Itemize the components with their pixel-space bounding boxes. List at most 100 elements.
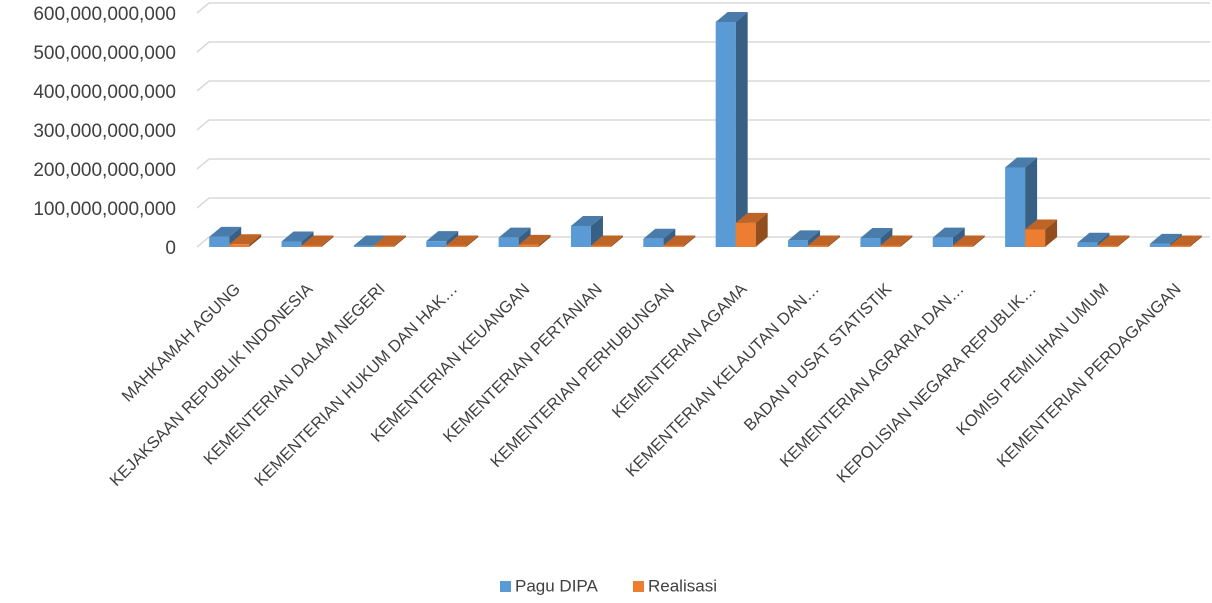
bar-realisasi — [880, 235, 913, 247]
bar-front — [1097, 245, 1118, 247]
bar-front — [570, 225, 591, 247]
bar-top — [1077, 232, 1110, 243]
bars — [209, 11, 1202, 247]
bar-top — [735, 212, 768, 223]
x-category-label: MAHKAMAH AGUNG — [118, 280, 244, 406]
bar-realisasi — [808, 235, 841, 247]
bar-side — [321, 235, 334, 247]
legend-label: Realisasi — [648, 577, 717, 596]
gridline — [196, 158, 1210, 170]
x-category-label: KEMENTERIAN AGAMA — [609, 280, 751, 422]
bar-side — [1045, 219, 1058, 247]
bar-front — [1005, 167, 1026, 247]
y-tick-label: 0 — [165, 238, 176, 259]
gridlines — [196, 2, 1210, 248]
y-tick-label: 400,000,000,000 — [33, 82, 176, 103]
bar-front — [715, 21, 736, 247]
bar-pagu-dipa — [643, 228, 676, 247]
bar-top — [663, 235, 696, 246]
bar-top — [570, 215, 603, 226]
bar-side — [900, 235, 913, 247]
bar-realisasi — [735, 212, 768, 247]
bar-side — [972, 235, 985, 247]
bar-side — [538, 234, 551, 247]
legend: Pagu DIPA Realisasi — [500, 577, 717, 596]
bar-top — [209, 226, 242, 237]
bar-realisasi — [952, 235, 985, 247]
gridline — [196, 197, 1210, 209]
bar-top — [1097, 235, 1130, 246]
bar-top — [426, 231, 459, 242]
bar-realisasi — [1025, 219, 1058, 247]
y-tick-label: 300,000,000,000 — [33, 121, 176, 142]
legend-swatch — [633, 581, 644, 592]
x-category-label: KEMENTERIAN PERTANIAN — [440, 280, 606, 446]
bar-side — [249, 234, 262, 247]
legend-swatch — [500, 581, 511, 592]
bar-front — [446, 245, 467, 247]
bar-front — [643, 238, 664, 247]
bar-front — [663, 245, 684, 247]
bar-front — [952, 245, 973, 247]
y-tick-label: 500,000,000,000 — [33, 43, 176, 64]
gridline — [196, 119, 1210, 131]
bar-front — [590, 245, 611, 247]
bar-top — [498, 227, 531, 238]
bar-side — [755, 212, 768, 247]
bar-top — [301, 235, 334, 246]
bar-pagu-dipa — [498, 227, 531, 247]
bar-side — [393, 235, 406, 247]
bar-side — [808, 230, 821, 247]
x-category-label: KEMENTERIAN KEUANGAN — [368, 280, 534, 446]
bar-front — [373, 245, 394, 247]
bar-front — [353, 245, 374, 247]
bar-realisasi — [590, 235, 623, 247]
bar-front — [301, 245, 322, 247]
bar-front — [788, 240, 809, 247]
y-tick-label: 600,000,000,000 — [33, 4, 176, 25]
bar-side — [735, 11, 748, 247]
bar-top — [860, 228, 893, 239]
bar-realisasi — [1097, 235, 1130, 247]
bar-side — [518, 227, 531, 247]
y-tick-label: 100,000,000,000 — [33, 199, 176, 220]
bar-side — [683, 235, 696, 247]
x-category-label: BADAN PUSAT STATISTIK — [741, 280, 895, 434]
bar-realisasi — [1169, 235, 1202, 247]
bar-top — [518, 234, 551, 245]
bar-side — [663, 228, 676, 247]
bar-top — [1025, 219, 1058, 230]
gridline — [196, 2, 1210, 14]
bar-realisasi — [663, 235, 696, 247]
bar-front — [1169, 245, 1190, 247]
gridline — [196, 236, 1210, 248]
bar-front — [1077, 242, 1098, 247]
bar-top — [353, 235, 386, 246]
bar-front — [735, 222, 756, 247]
bar-top — [446, 235, 479, 246]
bar-top — [788, 230, 821, 241]
bar-top — [1169, 235, 1202, 246]
bar-side — [880, 228, 893, 247]
bar-front — [1025, 229, 1046, 247]
bar-front — [932, 237, 953, 247]
bar-pagu-dipa — [715, 11, 748, 247]
bar-front — [1149, 243, 1170, 247]
bar-top — [590, 235, 623, 246]
bar-top — [229, 234, 262, 245]
legend-item: Pagu DIPA — [500, 577, 599, 596]
bar-front — [229, 244, 250, 247]
bar-realisasi — [229, 234, 262, 247]
bar-top — [932, 227, 965, 238]
bar-side — [1189, 235, 1202, 247]
bar-front — [880, 245, 901, 247]
bar-realisasi — [446, 235, 479, 247]
bar-side — [952, 227, 965, 247]
bar-top — [643, 228, 676, 239]
bar-top — [715, 11, 748, 22]
legend-label: Pagu DIPA — [515, 577, 599, 596]
bar-top — [952, 235, 985, 246]
